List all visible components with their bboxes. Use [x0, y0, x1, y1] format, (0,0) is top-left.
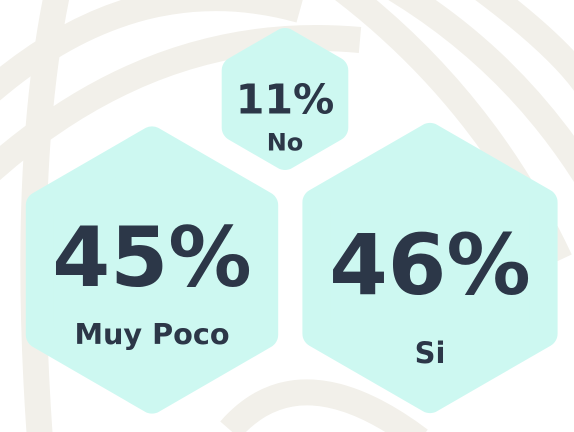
- stripe: [220, 379, 428, 432]
- stripe: [388, 0, 574, 183]
- stripe: [20, 0, 70, 432]
- hexagon: [221, 28, 349, 170]
- percentage-label: 45%: [52, 209, 251, 306]
- stripe: [0, 0, 303, 101]
- category-label: Muy Poco: [74, 317, 229, 351]
- stripe: [475, 0, 574, 92]
- percentage-label: 11%: [236, 76, 335, 124]
- hexagon: [25, 126, 279, 414]
- category-label: No: [267, 129, 304, 157]
- category-label: Si: [415, 336, 446, 370]
- hexagon: [302, 122, 558, 414]
- hexagons: 45% Muy Poco 46% Si 11% No: [25, 28, 558, 414]
- percentage-label: 46%: [329, 216, 531, 314]
